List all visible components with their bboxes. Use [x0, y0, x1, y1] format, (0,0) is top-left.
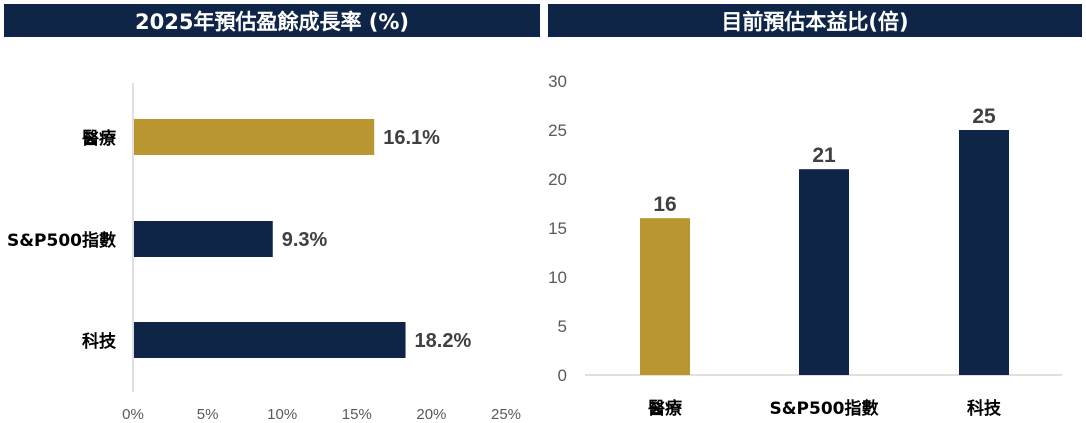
y-tick-label-1: 5 — [558, 317, 567, 336]
bar-1 — [799, 169, 849, 375]
y-tick-label-2: 10 — [548, 268, 567, 287]
data-label-0: 16 — [653, 193, 676, 216]
x-tick-label-3: 15% — [342, 406, 372, 423]
y-tick-label-0: 0 — [558, 366, 567, 385]
bar-2 — [134, 322, 406, 358]
x-tick-label-0: 0% — [122, 406, 144, 423]
right-chart-title: 目前預估本益比(倍) — [548, 4, 1082, 37]
category-label-1: S&P500指數 — [769, 398, 878, 419]
bar-2 — [959, 130, 1009, 375]
category-label-0: 醫療 — [648, 398, 683, 419]
category-label-2: 科技 — [82, 331, 117, 352]
growth-rate-bar-chart: 16.1% 醫療 9.3% S&P500指數 18.2% 科技 0% 5% 10% 15% 20% 2… — [7, 83, 521, 423]
y-tick-label-5: 25 — [548, 121, 567, 140]
data-label-1: 21 — [812, 144, 836, 167]
y-tick-label-4: 20 — [548, 170, 567, 189]
data-label-2: 25 — [972, 105, 996, 128]
y-tick-label-6: 30 — [548, 72, 567, 91]
bar-1 — [134, 221, 273, 257]
category-label-0: 醫療 — [82, 128, 117, 149]
y-tick-label-3: 15 — [548, 219, 567, 238]
x-tick-label-5: 25% — [491, 406, 521, 423]
category-label-1: S&P500指數 — [7, 230, 116, 251]
category-label-2: 科技 — [967, 398, 1002, 419]
x-tick-label-2: 10% — [267, 406, 297, 423]
left-chart-title: 2025年預估盈餘成長率 (%) — [4, 4, 540, 37]
data-label-1: 9.3% — [282, 229, 328, 251]
data-label-2: 18.2% — [415, 330, 472, 352]
x-tick-label-4: 20% — [416, 406, 446, 423]
bar-0 — [640, 218, 690, 375]
x-tick-label-1: 5% — [197, 406, 219, 423]
data-label-0: 16.1% — [383, 127, 440, 149]
bar-0 — [134, 119, 375, 155]
